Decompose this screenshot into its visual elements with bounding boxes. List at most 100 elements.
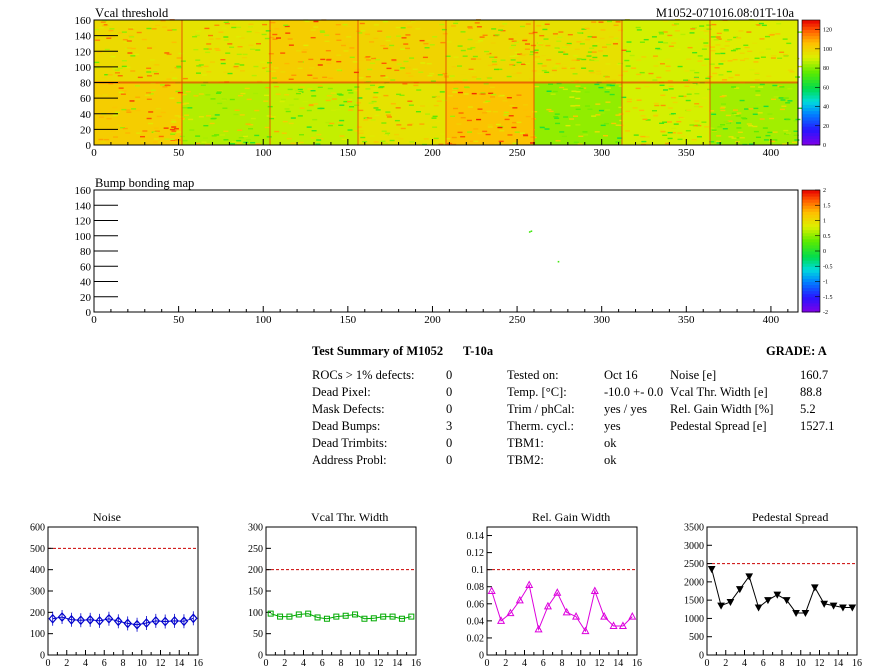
pixel-cell	[451, 65, 457, 68]
pixel-cell	[146, 27, 152, 30]
pixel-cell	[538, 44, 544, 46]
pixel-cell	[477, 132, 483, 135]
pixel-cell	[519, 132, 525, 134]
pixel-cell	[250, 48, 256, 50]
pixel-cell	[699, 29, 705, 32]
pixel-cell	[603, 122, 609, 125]
pixel-cell	[594, 42, 600, 44]
x-tick-label: 300	[593, 314, 610, 326]
pixel-cell	[676, 120, 682, 123]
pixel-cell	[733, 20, 739, 23]
pixel-cell	[791, 141, 797, 144]
pixel-cell	[476, 118, 482, 121]
pixel-cell	[569, 118, 575, 120]
pixel-cell	[722, 128, 728, 130]
defect-label: Dead Trimbits:	[312, 436, 388, 450]
pixel-cell	[369, 41, 375, 43]
x-tick-label: 100	[255, 314, 272, 326]
pixel-cell	[95, 94, 101, 97]
pixel-cell	[502, 23, 508, 25]
x-tick-label: 50	[173, 147, 185, 159]
pixel-cell	[389, 139, 395, 142]
pixel-cell	[746, 123, 752, 125]
pixel-cell	[665, 70, 671, 72]
pixel-cell	[759, 118, 765, 120]
defect-value: 0	[446, 453, 453, 467]
pixel-cell	[754, 57, 760, 59]
pixel-cell	[591, 21, 597, 23]
pixel-cell	[549, 74, 555, 76]
pixel-cell	[325, 121, 331, 124]
pixel-cell	[598, 21, 604, 23]
pixel-cell	[755, 136, 761, 139]
pixel-cell	[265, 86, 271, 89]
pixel-cell	[112, 114, 118, 117]
pixel-cell	[748, 143, 754, 145]
pixel-cell	[405, 34, 411, 37]
pixel-cell	[437, 74, 443, 76]
y-tick-label: 200	[30, 608, 45, 619]
z-tick-label: 120	[823, 28, 832, 34]
pixel-cell	[171, 29, 177, 31]
pixel-cell	[439, 91, 445, 93]
pixel-cell	[462, 79, 468, 81]
pixel-cell	[253, 65, 259, 68]
pixel-cell	[483, 101, 489, 104]
color-scale-cell	[802, 266, 820, 270]
pixel-cell	[364, 57, 370, 59]
pixel-cell	[670, 132, 676, 134]
x-tick-label: 4	[522, 658, 527, 669]
pixel-cell	[302, 49, 308, 51]
pixel-cell	[104, 74, 110, 76]
color-scale-cell	[802, 205, 820, 209]
pixel-cell	[454, 20, 460, 22]
y-tick-label: 0.14	[467, 531, 485, 542]
pixel-cell	[198, 116, 204, 118]
pixel-cell	[613, 24, 619, 27]
condition-label: Temp. [°C]:	[507, 385, 567, 399]
pixel-cell	[536, 25, 542, 27]
y-tick-label: 500	[30, 544, 45, 555]
pixel-cell	[548, 110, 554, 113]
pixel-cell	[794, 139, 800, 141]
pixel-cell	[206, 71, 212, 73]
pixel-cell	[615, 82, 621, 85]
pixel-cell	[298, 141, 304, 144]
pixel-cell	[479, 36, 485, 38]
x-tick-label: 200	[424, 147, 441, 159]
measurement-value: 160.7	[800, 368, 829, 382]
pixel-cell	[725, 40, 731, 43]
data-point	[782, 597, 791, 605]
pixel-cell	[394, 69, 400, 72]
pixel-cell	[641, 140, 647, 143]
pixel-cell	[112, 106, 118, 109]
roc-block	[446, 20, 534, 83]
pixel-cell	[282, 120, 288, 123]
pixel-cell	[450, 115, 456, 118]
y-tick-label: 120	[75, 46, 92, 58]
pixel-cell	[400, 27, 406, 29]
pixel-cell	[689, 32, 695, 34]
color-scale-cell	[802, 299, 820, 304]
pixel-cell	[534, 85, 540, 88]
pixel-cell	[522, 104, 528, 106]
pixel-cell	[789, 28, 795, 31]
pixel-cell	[559, 86, 565, 89]
pixel-cell	[230, 143, 236, 145]
color-scale-cell	[802, 272, 820, 276]
pixel-cell	[288, 78, 294, 80]
pixel-cell	[546, 90, 552, 92]
data-point	[600, 612, 609, 620]
pixel-cell	[432, 36, 438, 38]
pixel-cell	[516, 94, 522, 96]
pixel-cell	[487, 64, 493, 67]
pixel-cell	[302, 100, 308, 103]
pixel-cell	[712, 72, 718, 75]
x-tick-label: 350	[678, 314, 695, 326]
y-tick-label: 0	[479, 651, 484, 662]
pixel-cell	[783, 129, 789, 132]
pixel-cell	[557, 36, 563, 38]
x-tick-label: 14	[174, 658, 184, 669]
pixel-cell	[718, 63, 724, 65]
pixel-cell	[635, 26, 641, 29]
